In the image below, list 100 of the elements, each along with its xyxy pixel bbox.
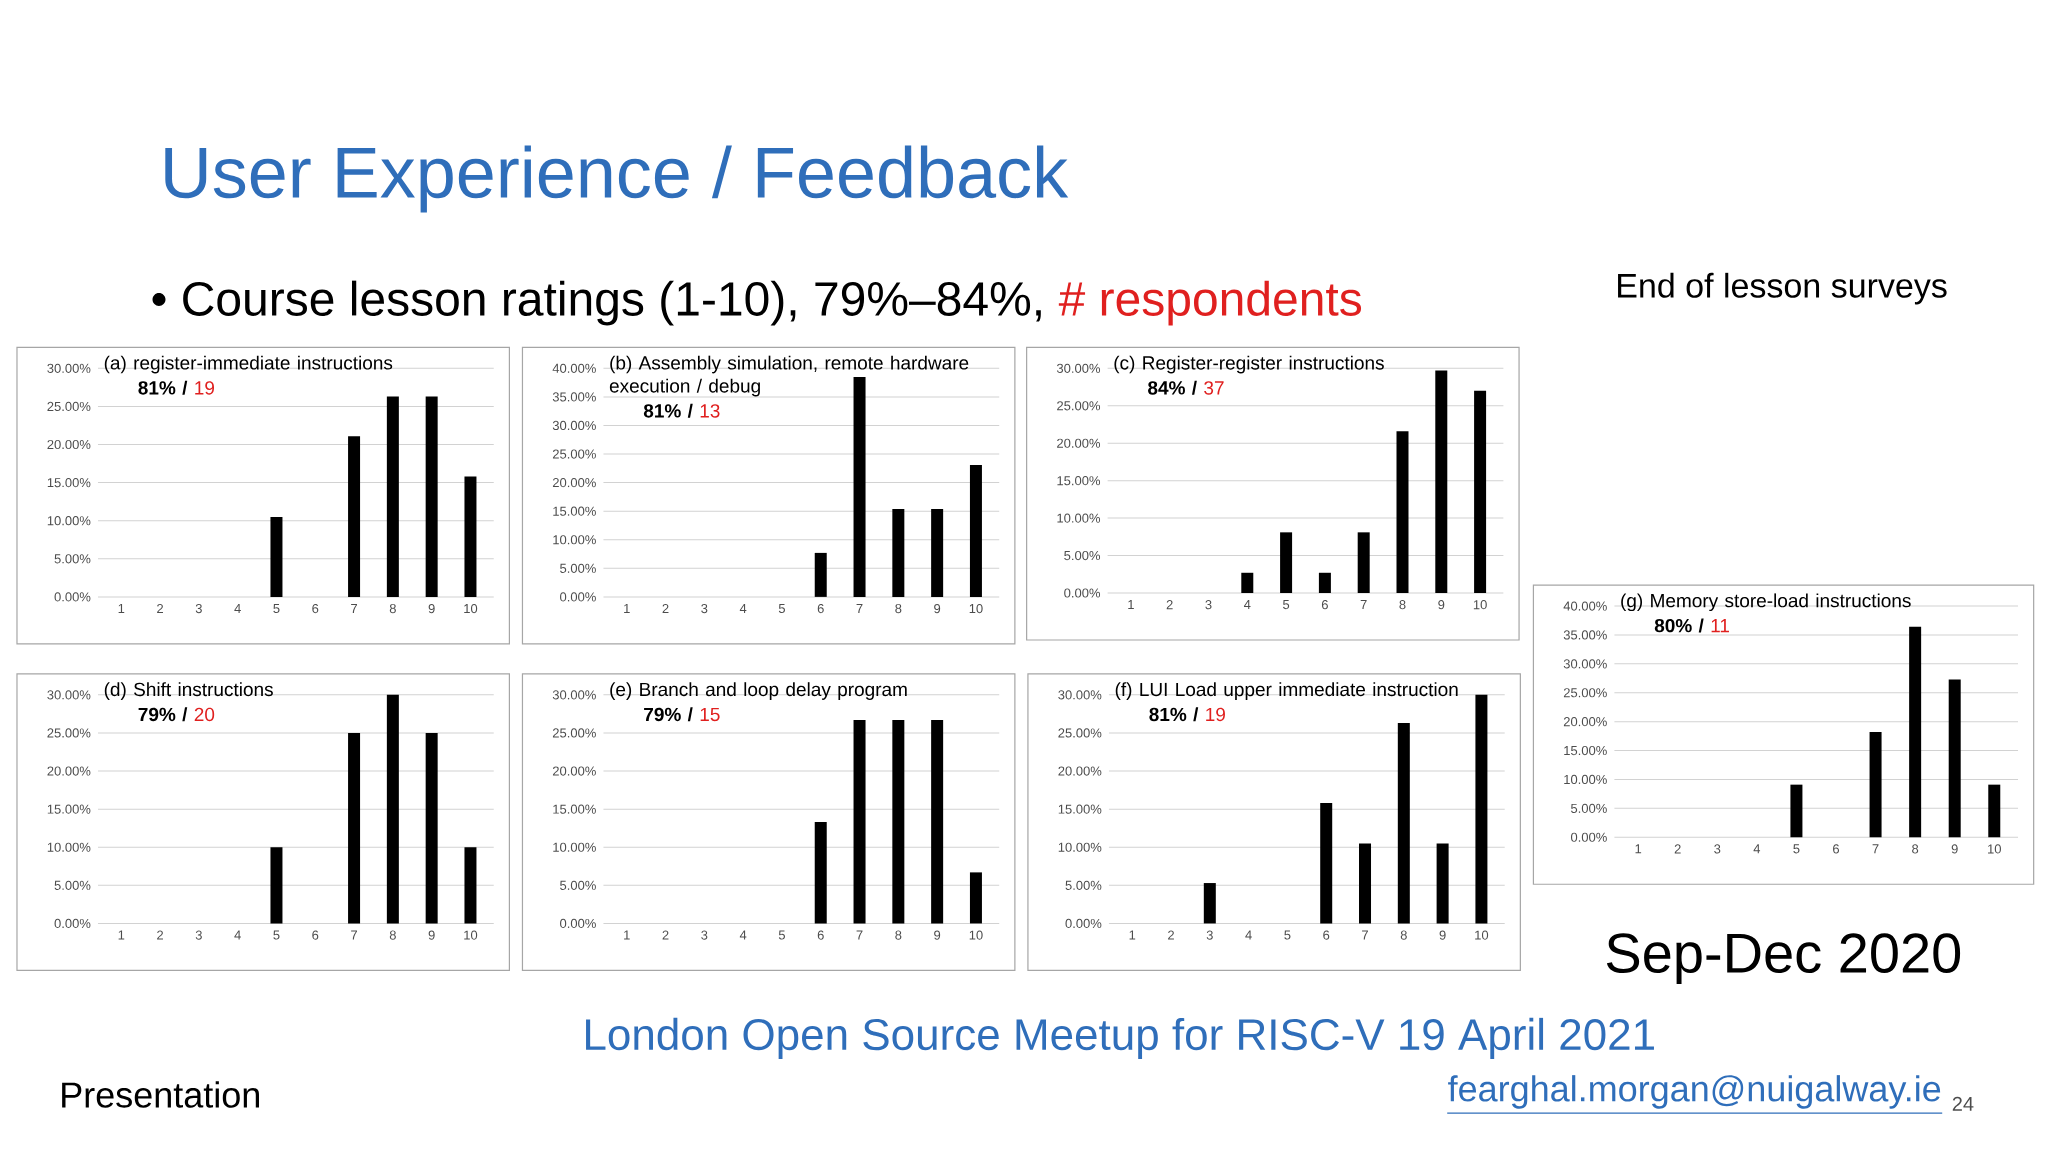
y-tick-label: 20.00%	[47, 439, 91, 450]
y-tick-label: 25.00%	[552, 449, 596, 459]
annotation: 19	[1206, 707, 1225, 722]
x-tick-label: 9	[934, 603, 941, 614]
bar	[1948, 679, 1961, 838]
y-tick-label: 25.00%	[47, 401, 91, 412]
x-tick-label: 4	[739, 603, 747, 613]
x-tick-label: 6	[312, 930, 319, 940]
x-tick-label: 9	[428, 603, 435, 614]
x-tick-label: 10	[1988, 844, 2001, 854]
bar	[270, 847, 283, 924]
x-tick-label: 10	[464, 930, 478, 940]
x-tick-label: 5	[778, 930, 785, 940]
bar	[1790, 784, 1803, 838]
bar	[1909, 626, 1922, 838]
x-tick-label: 4	[1753, 844, 1761, 854]
bar	[892, 719, 905, 924]
y-tick-label: 0.00%	[1065, 918, 1102, 929]
x-tick-label: 9	[1951, 844, 1958, 854]
chart-title: (e) Branch and loop delay program	[610, 682, 907, 700]
y-tick-label: 0.00%	[54, 918, 91, 929]
y-tick-label: 15.00%	[1057, 476, 1101, 486]
bar	[348, 732, 361, 924]
x-tick-label: 10	[969, 930, 983, 940]
y-tick-label: 0.00%	[1570, 832, 1607, 842]
bar	[969, 872, 982, 924]
y-tick-label: 10.00%	[1057, 513, 1101, 523]
annotation: 79% /	[138, 707, 188, 722]
x-tick-label: 4	[234, 603, 241, 613]
bar	[1241, 572, 1254, 593]
x-tick-label: 3	[1205, 600, 1212, 610]
y-tick-label: 10.00%	[553, 535, 596, 545]
annotation: 15	[700, 707, 720, 722]
y-tick-label: 20.00%	[1563, 717, 1607, 727]
y-tick-label: 25.00%	[552, 728, 596, 738]
x-tick-label: 5	[778, 603, 785, 614]
x-tick-label: 8	[1400, 930, 1407, 940]
x-tick-label: 2	[1166, 600, 1173, 610]
x-tick-label: 1	[1129, 930, 1136, 940]
y-tick-label: 0.00%	[560, 918, 596, 929]
y-tick-label: 25.00%	[1058, 728, 1102, 738]
x-tick-label: 7	[1872, 844, 1879, 854]
x-tick-label: 10	[1475, 930, 1489, 940]
bar	[270, 516, 283, 597]
x-tick-label: 10	[1473, 600, 1487, 610]
annotation: 84% /	[1148, 380, 1197, 395]
text: Sep-Dec 2020	[1606, 933, 1961, 985]
y-tick-label: 20.00%	[1057, 438, 1101, 448]
bar	[464, 476, 477, 597]
y-tick-label: 40.00%	[552, 363, 596, 373]
x-tick-label: 5	[1793, 844, 1800, 854]
x-tick-label: 9	[1439, 930, 1446, 940]
x-tick-label: 5	[1284, 930, 1291, 940]
y-tick-label: 30.00%	[47, 363, 91, 373]
x-tick-label: 6	[312, 603, 319, 614]
y-tick-label: 20.00%	[552, 478, 596, 488]
chart-title: (b) Assembly simulation, remote hardware execution / debug	[609, 355, 969, 397]
x-tick-label: 8	[895, 603, 902, 614]
x-tick-label: 10	[464, 603, 478, 614]
chart-title: (g) Memory store-load instructions	[1621, 593, 1911, 612]
x-tick-label: 6	[1321, 600, 1328, 610]
annotation: 80% /	[1654, 618, 1704, 633]
bar	[969, 464, 982, 597]
bar	[425, 732, 438, 924]
x-tick-label: 1	[118, 930, 125, 940]
y-tick-label: 20.00%	[47, 766, 91, 776]
y-tick-label: 25.00%	[1563, 688, 1607, 698]
chart-title: (d) Shift instructions	[104, 682, 273, 700]
x-tick-label: 1	[1128, 600, 1134, 610]
bar	[1869, 732, 1882, 838]
y-tick-label: 5.00%	[560, 563, 596, 573]
text: Presentation	[62, 1081, 259, 1108]
bar	[1435, 370, 1448, 593]
bar	[464, 847, 477, 924]
x-tick-label: 8	[1912, 844, 1919, 854]
x-tick-label: 8	[389, 603, 396, 614]
y-tick-label: 35.00%	[1563, 630, 1607, 640]
x-tick-label: 5	[1283, 600, 1290, 610]
y-tick-label: 30.00%	[552, 690, 596, 700]
y-tick-label: 30.00%	[1058, 690, 1102, 700]
x-tick-label: 10	[969, 603, 983, 614]
x-tick-label: 5	[273, 930, 280, 940]
x-tick-label: 3	[1206, 930, 1213, 940]
y-tick-label: 15.00%	[553, 506, 596, 516]
bar	[1280, 532, 1293, 593]
y-tick-label: 25.00%	[47, 728, 91, 738]
y-tick-label: 15.00%	[553, 804, 596, 814]
y-tick-label: 40.00%	[1563, 601, 1607, 611]
x-tick-label: 8	[1399, 600, 1406, 610]
y-tick-label: 30.00%	[47, 690, 91, 700]
text: • Course lesson ratings (1-10), 79%–84%,	[152, 280, 1041, 326]
y-tick-label: 0.00%	[1064, 588, 1101, 598]
y-tick-label: 10.00%	[1058, 842, 1102, 852]
x-tick-label: 2	[1674, 844, 1681, 854]
x-tick-label: 6	[1323, 930, 1330, 940]
bar	[853, 719, 866, 924]
y-tick-label: 15.00%	[1058, 804, 1102, 814]
bar	[892, 508, 905, 597]
y-tick-label: 5.00%	[54, 880, 91, 890]
x-tick-label: 7	[1360, 600, 1367, 610]
